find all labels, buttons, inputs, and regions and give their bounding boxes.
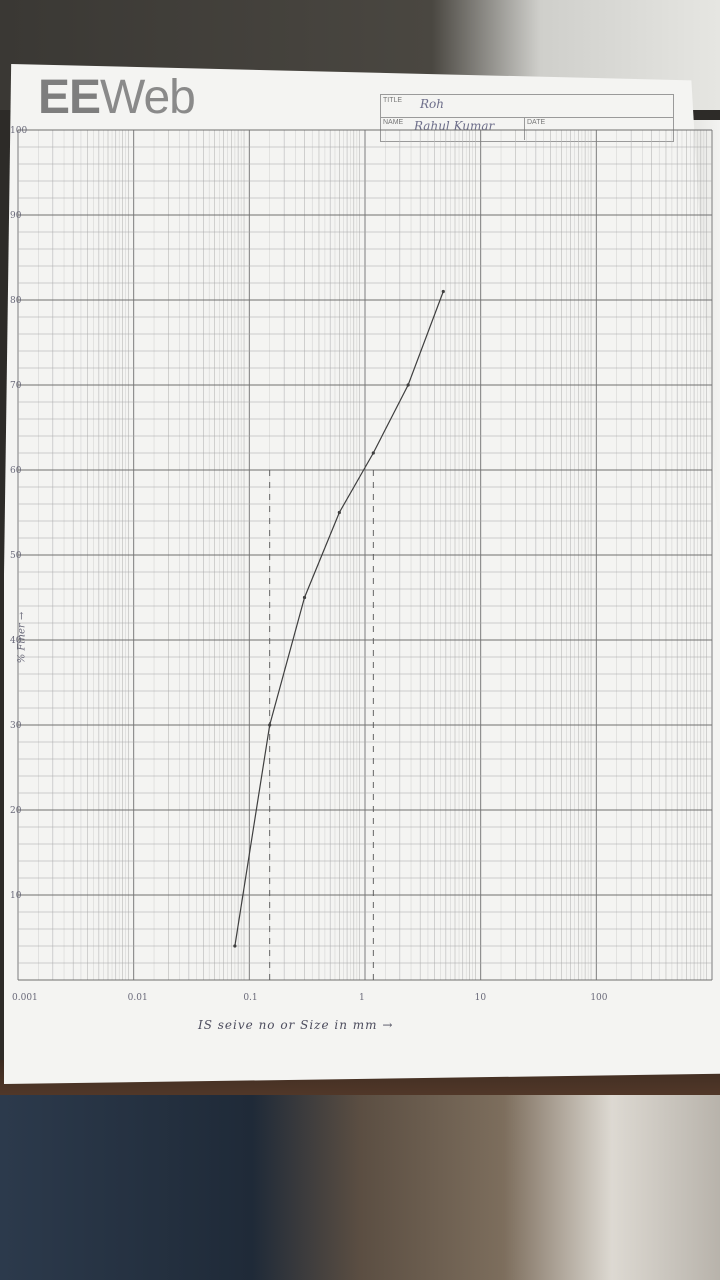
data-point (302, 595, 307, 600)
title-value: Roh (420, 97, 444, 111)
data-point (441, 289, 445, 294)
y-tick-label: 80 (10, 296, 22, 306)
date-label: DATE (527, 119, 546, 126)
y-tick-label: 70 (10, 381, 22, 391)
name-label: NAME (383, 119, 404, 126)
x-axis-label: IS seive no or Size in mm → (198, 1018, 394, 1032)
x-tick-label: 10 (475, 993, 487, 1003)
y-tick-label: 20 (10, 806, 22, 816)
x-tick-label: 0.001 (12, 993, 38, 1003)
x-tick-label: 0.1 (243, 993, 257, 1003)
x-tick-label: 0.01 (128, 993, 148, 1003)
chart-series (233, 289, 445, 948)
x-tick-label: 100 (590, 993, 607, 1003)
title-row (381, 95, 673, 118)
data-point (371, 451, 375, 455)
y-tick-labels: 10 20 30 40 50 60 70 80 90 100 (10, 126, 27, 901)
background-lap (0, 1095, 720, 1280)
y-tick-label: 30 (10, 721, 22, 731)
x-tick-labels: 0.001 0.01 0.1 1 10 100 (12, 993, 608, 1003)
data-point (268, 723, 272, 727)
data-point (337, 510, 341, 515)
date-cell-divider (524, 118, 525, 140)
data-point (233, 944, 237, 948)
y-tick-label: 90 (10, 211, 22, 221)
x-tick-label: 1 (359, 993, 365, 1003)
y-tick-label: 60 (10, 466, 22, 476)
chart-grid (17, 129, 713, 981)
y-tick-label: 40 (10, 636, 22, 646)
title-label: TITLE (383, 97, 403, 104)
y-axis-label: % Finer → (16, 611, 28, 664)
y-tick-label: 10 (10, 891, 22, 901)
data-point (406, 383, 410, 387)
y-tick-label: 50 (10, 551, 22, 561)
title-block (380, 94, 674, 142)
y-tick-label: 100 (10, 126, 27, 136)
eeweb-logo: EEWeb (38, 71, 196, 124)
graph-paper-sheet (4, 64, 720, 1084)
